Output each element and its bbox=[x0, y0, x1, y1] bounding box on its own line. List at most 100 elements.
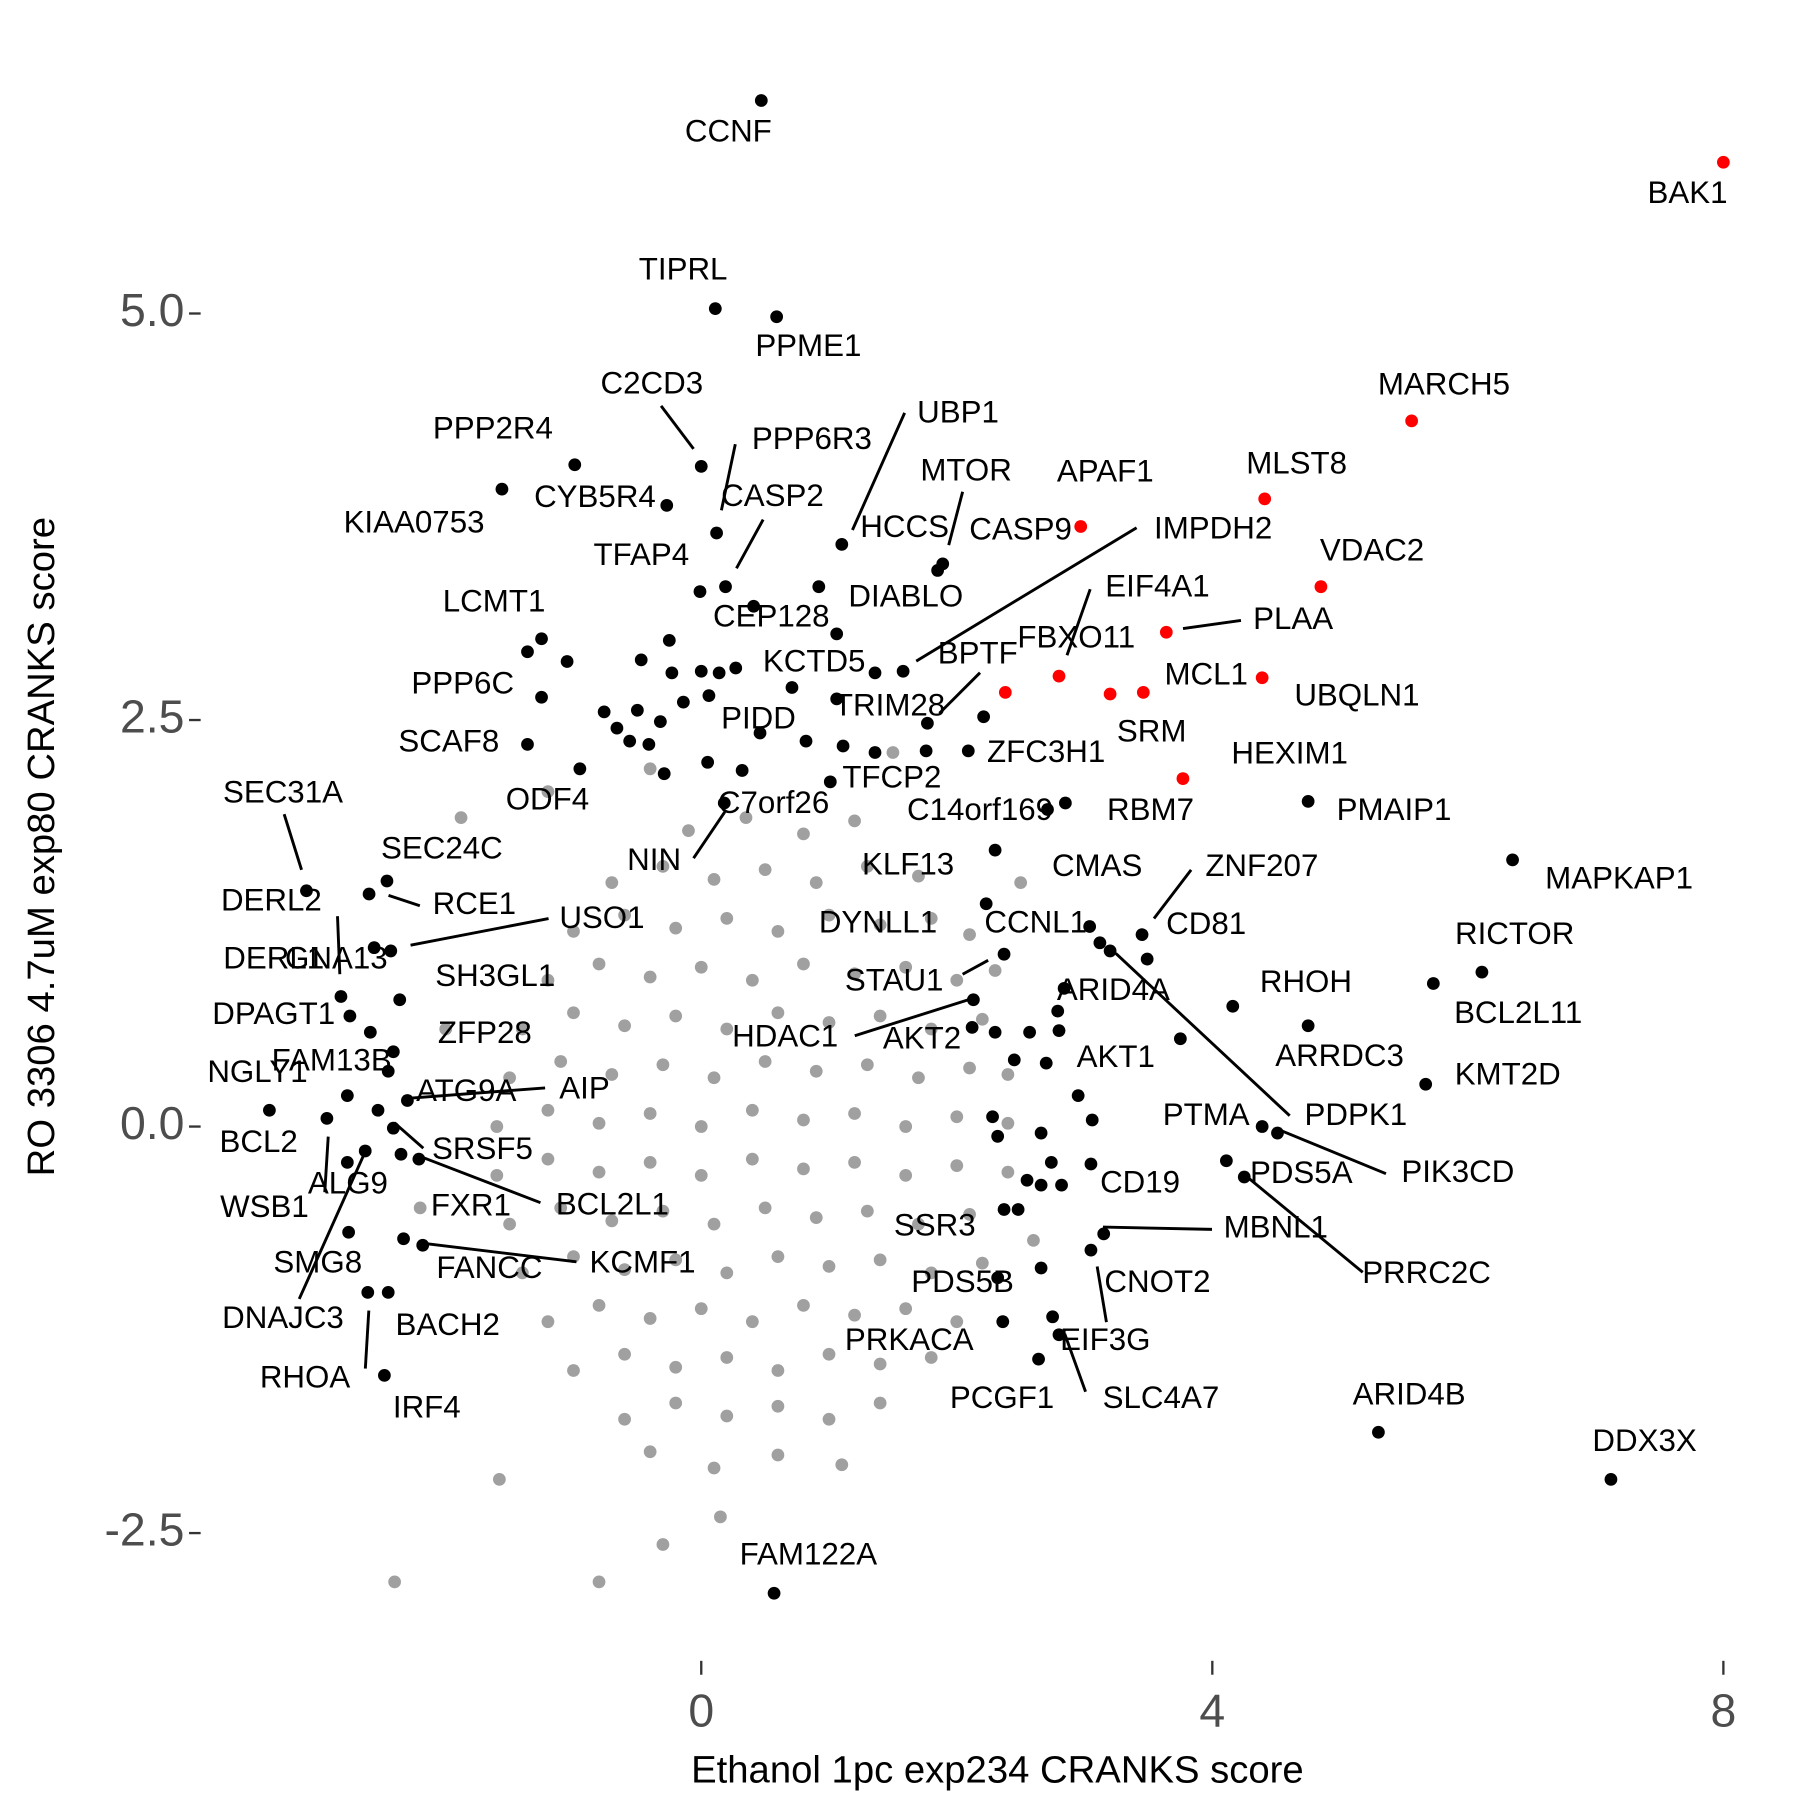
point bbox=[643, 1155, 657, 1169]
leader-line bbox=[1182, 619, 1242, 631]
point bbox=[1083, 920, 1097, 933]
point bbox=[1052, 1328, 1066, 1342]
point bbox=[950, 1159, 964, 1172]
point-label: DDX3X bbox=[1592, 1423, 1696, 1458]
point bbox=[720, 1266, 734, 1280]
point-label: CCNF bbox=[685, 114, 772, 149]
point bbox=[1103, 687, 1117, 701]
plot-area: CCNF TIPRL PPME1 C2CD3 PPP6R3 PPP2R4 KIAA0753 C… bbox=[207, 94, 1730, 1600]
point-label: KLF13 bbox=[862, 847, 954, 882]
point bbox=[1084, 1243, 1098, 1257]
leader-line bbox=[851, 412, 906, 531]
point bbox=[809, 1064, 823, 1078]
point bbox=[745, 1152, 759, 1166]
point bbox=[1085, 1113, 1099, 1127]
point bbox=[343, 1009, 357, 1023]
y-axis-title: RO 3306 4.7uM exp80 CRANKS score bbox=[20, 517, 63, 1176]
point bbox=[977, 710, 990, 724]
point-label: ODF4 bbox=[506, 782, 589, 817]
point bbox=[965, 1020, 979, 1034]
point-label: HDAC1 bbox=[732, 1018, 838, 1053]
point bbox=[873, 1396, 887, 1410]
leader-line bbox=[388, 893, 421, 908]
point-label: MTOR bbox=[920, 452, 1012, 487]
point-label: SMG8 bbox=[273, 1244, 362, 1279]
point bbox=[701, 755, 715, 769]
leader-line bbox=[735, 518, 765, 569]
point bbox=[1055, 1178, 1068, 1192]
leader-line bbox=[947, 491, 965, 546]
point bbox=[1103, 944, 1117, 958]
point bbox=[797, 1299, 810, 1312]
point-label: PRKACA bbox=[845, 1322, 974, 1357]
point bbox=[1271, 1126, 1284, 1140]
point bbox=[643, 1445, 657, 1459]
point bbox=[1136, 686, 1150, 699]
point bbox=[1255, 671, 1269, 685]
point bbox=[1014, 876, 1028, 890]
point-label: PDS5A bbox=[1250, 1155, 1353, 1190]
point bbox=[991, 1129, 1005, 1143]
point-label: ARRDC3 bbox=[1275, 1038, 1404, 1073]
point bbox=[754, 94, 768, 107]
leader-line bbox=[1063, 1333, 1087, 1393]
point bbox=[320, 1112, 334, 1125]
point-label: PCGF1 bbox=[950, 1380, 1054, 1415]
point bbox=[1074, 520, 1088, 533]
point bbox=[541, 785, 555, 798]
point-label: RCE1 bbox=[433, 886, 516, 921]
point bbox=[1051, 1004, 1065, 1018]
leader-line bbox=[1242, 1172, 1364, 1274]
point bbox=[963, 1207, 976, 1221]
point-label: MAPKAP1 bbox=[1545, 861, 1693, 896]
point bbox=[967, 993, 980, 1007]
point bbox=[1405, 414, 1419, 428]
point bbox=[822, 1347, 836, 1361]
point-label: RICTOR bbox=[1455, 916, 1574, 951]
point bbox=[521, 645, 534, 659]
point bbox=[707, 1071, 721, 1085]
point bbox=[384, 944, 398, 958]
point-label: PPP6C bbox=[411, 666, 514, 701]
point bbox=[1372, 1425, 1385, 1439]
point-label: FAM13B bbox=[272, 1043, 392, 1078]
point bbox=[694, 1168, 708, 1182]
leader-line bbox=[915, 526, 1138, 663]
point bbox=[758, 863, 772, 877]
point bbox=[924, 1351, 938, 1364]
point-label: DERL1 bbox=[223, 941, 324, 976]
point-label: BCL2L1 bbox=[556, 1186, 669, 1221]
point bbox=[1135, 928, 1149, 942]
point bbox=[868, 746, 882, 759]
point-label: PLAA bbox=[1253, 601, 1333, 636]
leader-line bbox=[659, 405, 695, 450]
point-label: AKT2 bbox=[883, 1021, 961, 1056]
leader-line bbox=[1095, 1266, 1108, 1323]
point-label: IMPDH2 bbox=[1154, 510, 1272, 545]
y-tick-label: 2.5 bbox=[120, 690, 184, 742]
point-label: EIF3G bbox=[1060, 1322, 1150, 1357]
point-label: ARID4B bbox=[1353, 1377, 1466, 1412]
point bbox=[797, 827, 810, 841]
point bbox=[830, 692, 844, 706]
point bbox=[1039, 1056, 1053, 1070]
point-label: PPP2R4 bbox=[433, 411, 553, 446]
point bbox=[618, 1347, 631, 1361]
point bbox=[300, 884, 313, 898]
point bbox=[656, 859, 670, 873]
point bbox=[1052, 669, 1066, 683]
point bbox=[380, 874, 394, 888]
point bbox=[623, 734, 637, 748]
point bbox=[1034, 1126, 1048, 1140]
point bbox=[1041, 803, 1054, 816]
point bbox=[747, 599, 761, 613]
point bbox=[439, 1022, 453, 1036]
point bbox=[1032, 1352, 1045, 1366]
point bbox=[1044, 1155, 1058, 1169]
point-label: PDS5B bbox=[911, 1264, 1014, 1299]
point bbox=[745, 1315, 759, 1329]
point bbox=[1046, 1310, 1059, 1324]
point bbox=[899, 960, 913, 974]
point-label: FAM122A bbox=[740, 1537, 878, 1572]
point-label: IRF4 bbox=[393, 1389, 461, 1424]
